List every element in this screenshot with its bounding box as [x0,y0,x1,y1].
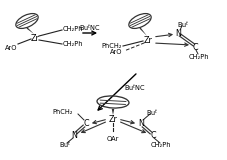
Polygon shape [27,27,34,34]
Text: CH₂Ph: CH₂Ph [63,26,84,32]
Text: C: C [83,119,89,128]
Polygon shape [139,28,147,36]
Text: CH₂Ph: CH₂Ph [189,54,209,60]
Polygon shape [112,109,114,115]
Text: Bu$^t$: Bu$^t$ [59,140,71,151]
Text: ArO: ArO [5,45,17,51]
Text: Zr: Zr [143,36,153,44]
Text: N: N [71,131,77,140]
Text: Bu$^t$NC: Bu$^t$NC [124,81,146,92]
Text: Bu$^t$: Bu$^t$ [146,107,158,117]
Text: PhCH₂: PhCH₂ [101,43,122,49]
Text: Bu$^t$: Bu$^t$ [177,19,189,29]
Text: CH₂Ph: CH₂Ph [151,142,171,148]
Text: N: N [138,119,144,128]
Text: PhCH₂: PhCH₂ [52,109,73,115]
Text: ArO: ArO [109,49,122,55]
Text: Bu$^t$NC: Bu$^t$NC [79,21,101,32]
Text: Zr: Zr [31,33,39,43]
Text: CH₂Ph: CH₂Ph [63,41,84,47]
Text: C: C [150,131,156,140]
Text: OAr: OAr [107,136,119,142]
Text: C: C [192,43,198,52]
Text: N: N [175,28,181,37]
Text: Zr: Zr [109,115,117,124]
